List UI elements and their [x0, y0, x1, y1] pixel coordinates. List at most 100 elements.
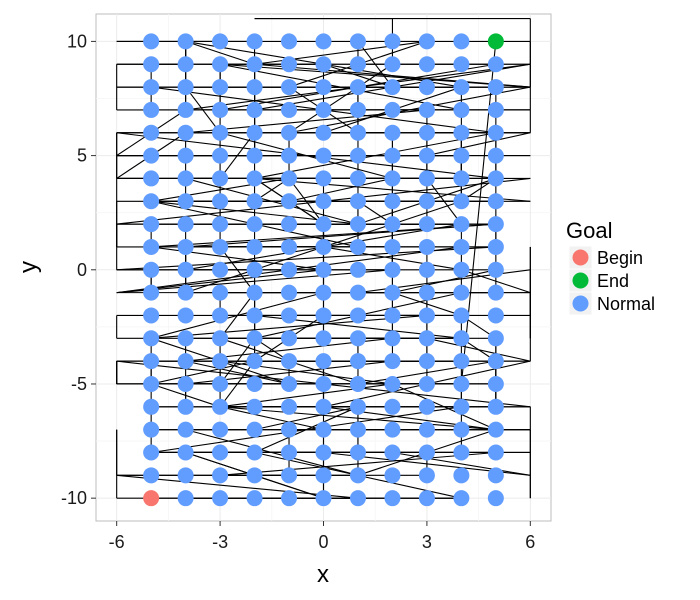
point-normal — [281, 307, 298, 324]
point-normal — [453, 307, 470, 324]
path-segment — [151, 314, 427, 339]
point-normal — [315, 216, 332, 233]
point-normal — [246, 330, 263, 347]
point-normal — [212, 170, 229, 187]
point-normal — [212, 147, 229, 164]
point-normal — [418, 490, 435, 507]
point-normal — [246, 216, 263, 233]
point-normal — [315, 170, 332, 187]
point-normal — [384, 147, 401, 164]
point-normal — [177, 33, 194, 50]
point-normal — [212, 193, 229, 210]
point-normal — [349, 193, 366, 210]
path-segment — [219, 132, 255, 179]
point-normal — [418, 238, 435, 255]
point-normal — [281, 261, 298, 278]
point-normal — [143, 170, 160, 187]
point-normal — [349, 124, 366, 141]
point-normal — [246, 467, 263, 484]
point-normal — [349, 284, 366, 301]
point-normal — [177, 375, 194, 392]
point-normal — [487, 238, 504, 255]
point-normal — [453, 193, 470, 210]
point-normal — [384, 193, 401, 210]
point-normal — [349, 490, 366, 507]
point-normal — [212, 307, 229, 324]
point-normal — [418, 375, 435, 392]
point-normal — [212, 216, 229, 233]
point-normal — [453, 33, 470, 50]
point-normal — [418, 353, 435, 370]
point-normal — [281, 398, 298, 415]
point-normal — [315, 238, 332, 255]
x-tick-label: -3 — [212, 532, 228, 552]
point-normal — [349, 330, 366, 347]
point-normal — [418, 398, 435, 415]
point-normal — [177, 124, 194, 141]
point-normal — [384, 307, 401, 324]
point-normal — [453, 261, 470, 278]
point-normal — [143, 444, 160, 461]
x-tick-label: -6 — [109, 532, 125, 552]
path-segment — [357, 360, 496, 385]
point-normal — [212, 124, 229, 141]
point-normal — [177, 101, 194, 118]
point-normal — [281, 56, 298, 73]
point-normal — [384, 467, 401, 484]
path-segment — [323, 246, 462, 271]
point-normal — [281, 490, 298, 507]
point-normal — [177, 261, 194, 278]
path-segment — [426, 132, 531, 157]
point-normal — [418, 467, 435, 484]
point-normal — [315, 330, 332, 347]
point-normal — [212, 101, 229, 118]
point-normal — [453, 444, 470, 461]
point-normal — [143, 353, 160, 370]
point-normal — [487, 124, 504, 141]
path-segment — [220, 63, 531, 88]
point-normal — [349, 398, 366, 415]
point-normal — [384, 284, 401, 301]
path-segment — [185, 223, 496, 248]
point-normal — [384, 421, 401, 438]
point-normal — [281, 216, 298, 233]
point-normal — [246, 238, 263, 255]
path-segment — [151, 406, 462, 454]
point-normal — [349, 216, 366, 233]
point-normal — [177, 56, 194, 73]
point-normal — [281, 101, 298, 118]
point-normal — [453, 398, 470, 415]
point-normal — [143, 238, 160, 255]
point-normal — [453, 490, 470, 507]
point-normal — [487, 284, 504, 301]
point-normal — [212, 444, 229, 461]
point-normal — [246, 284, 263, 301]
point-normal — [453, 79, 470, 96]
point-normal — [384, 216, 401, 233]
point-normal — [384, 170, 401, 187]
point-normal — [349, 79, 366, 96]
point-normal — [487, 490, 504, 507]
point-normal — [177, 307, 194, 324]
point-normal — [246, 33, 263, 50]
point-normal — [453, 238, 470, 255]
path-segment — [288, 177, 393, 202]
point-normal — [246, 170, 263, 187]
point-normal — [487, 147, 504, 164]
point-normal — [349, 170, 366, 187]
point-normal — [281, 124, 298, 141]
point-normal — [246, 307, 263, 324]
points-layer — [143, 33, 504, 507]
point-normal — [453, 56, 470, 73]
point-normal — [315, 79, 332, 96]
point-normal — [143, 375, 160, 392]
point-normal — [418, 444, 435, 461]
point-normal — [418, 79, 435, 96]
point-normal — [487, 261, 504, 278]
point-normal — [487, 170, 504, 187]
point-normal — [315, 33, 332, 50]
point-normal — [453, 170, 470, 187]
point-normal — [246, 444, 263, 461]
point-normal — [281, 444, 298, 461]
point-normal — [418, 284, 435, 301]
